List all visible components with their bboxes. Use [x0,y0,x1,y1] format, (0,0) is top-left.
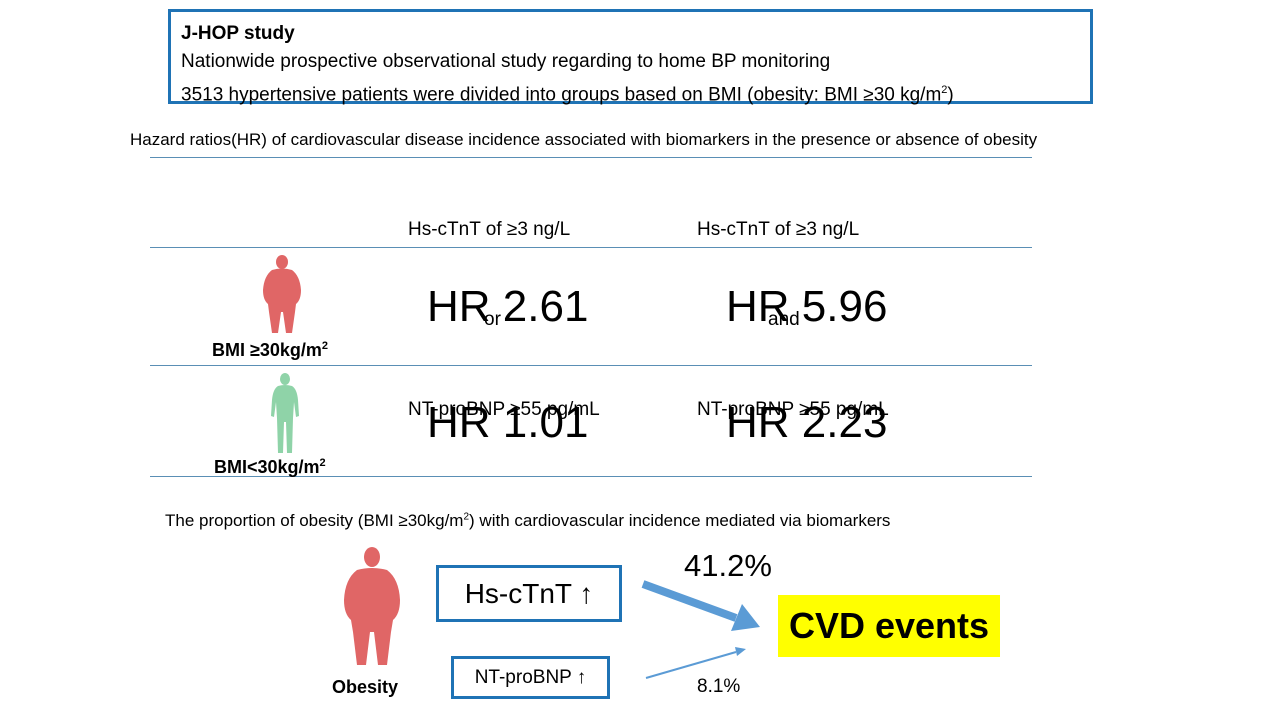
row-label-normal-text: BMI<30kg/m [214,457,320,477]
column-header-or-line3: NT-proBNP ≥55 pg/mL [408,399,600,420]
nt-probnp-arrow-shaft [645,651,737,679]
superscript-2: 2 [463,511,470,523]
nt-probnp-arrow-head [735,647,746,656]
column-header-or-line2: or [484,309,501,330]
superscript-2: 2 [319,457,326,469]
table-rule-middle [150,365,1032,366]
row-label-obese: BMI ≥30kg/m2 [212,340,328,361]
nt-probnp-box: NT-proBNP ↑ [451,656,610,699]
obese-person-icon [263,255,301,333]
mediation-caption: The proportion of obesity (BMI ≥30kg/m2)… [165,511,890,531]
row-label-obese-text: BMI ≥30kg/m [212,340,322,360]
column-header-and-line2: and [768,309,800,330]
study-description: Nationwide prospective observational stu… [181,51,831,72]
hr-normal-and: HR 2.23 [726,398,888,447]
study-population-close: ) [947,84,954,106]
obesity-person-icon [344,547,400,665]
column-header-or: Hs-cTnT of ≥3 ng/L or NT-proBNP ≥55 pg/m… [408,155,600,455]
study-title: J-HOP study [181,23,295,44]
cvd-events-box: CVD events [778,595,1000,657]
study-population-text: 3513 hypertensive patients were divided … [181,84,942,106]
column-header-or-line1: Hs-cTnT of ≥3 ng/L [408,219,571,240]
column-header-and-line3: NT-proBNP ≥55 pg/mL [697,399,889,420]
hr-normal-or: HR 1.01 [427,398,589,447]
hazard-ratio-caption: Hazard ratios(HR) of cardiovascular dise… [130,130,1038,149]
hr-obese-or: HR 2.61 [427,282,589,331]
mediation-caption-end: ) with cardiovascular incidence mediated… [469,511,891,530]
superscript-2: 2 [941,84,948,96]
nt-probnp-percent: 8.1% [697,676,741,697]
study-info-box: J-HOP study Nationwide prospective obser… [168,9,1093,105]
hs-ctnt-arrow-shaft [641,580,738,622]
study-population: 3513 hypertensive patients were divided … [181,76,1080,109]
hs-ctnt-arrow-head [731,604,760,631]
table-rule-header [150,247,1032,248]
normal-person-icon [271,373,299,453]
mediation-caption-text: The proportion of obesity (BMI ≥30kg/m [165,511,464,530]
table-rule-bottom [150,476,1032,477]
obesity-label: Obesity [332,677,399,697]
table-rule-top [150,157,1032,158]
row-label-normal: BMI<30kg/m2 [214,457,326,478]
hr-obese-and: HR 5.96 [726,282,888,331]
hs-ctnt-percent: 41.2% [684,548,772,583]
column-header-and: Hs-cTnT of ≥3 ng/L and NT-proBNP ≥55 pg/… [697,155,889,455]
column-header-and-line1: Hs-cTnT of ≥3 ng/L [697,219,860,240]
hs-ctnt-box: Hs-cTnT ↑ [436,565,622,622]
superscript-2: 2 [321,340,329,352]
